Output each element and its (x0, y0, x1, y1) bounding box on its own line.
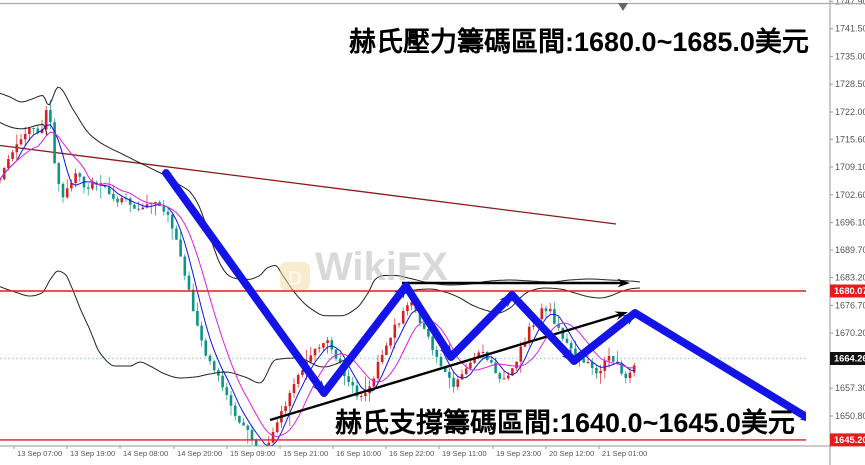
svg-text:16 Sep 22:00: 16 Sep 22:00 (389, 449, 434, 458)
svg-text:14 Sep 20:00: 14 Sep 20:00 (177, 449, 222, 458)
svg-text:13 Sep 19:00: 13 Sep 19:00 (70, 449, 115, 458)
svg-text:14 Sep 08:00: 14 Sep 08:00 (123, 449, 168, 458)
svg-text:21 Sep 01:00: 21 Sep 01:00 (602, 449, 647, 458)
svg-text:D: D (288, 268, 302, 290)
svg-text:16 Sep 10:00: 16 Sep 10:00 (336, 449, 381, 458)
svg-text:19 Sep 23:00: 19 Sep 23:00 (496, 449, 541, 458)
svg-text:1680.07: 1680.07 (834, 286, 865, 296)
svg-text:1702.60: 1702.60 (835, 190, 865, 200)
svg-text:15 Sep 09:00: 15 Sep 09:00 (230, 449, 275, 458)
svg-text:1689.70: 1689.70 (835, 245, 865, 255)
svg-text:赫氏支撐籌碼區間:1640.0~1645.0美元: 赫氏支撐籌碼區間:1640.0~1645.0美元 (335, 407, 795, 438)
svg-text:1650.80: 1650.80 (835, 411, 865, 421)
svg-text:1735.00: 1735.00 (835, 51, 865, 61)
svg-text:1722.00: 1722.00 (835, 107, 865, 117)
svg-text:13 Sep 07:00: 13 Sep 07:00 (17, 449, 62, 458)
svg-text:20 Sep 12:00: 20 Sep 12:00 (549, 449, 594, 458)
svg-text:1683.20: 1683.20 (835, 273, 865, 283)
svg-text:19 Sep 11:00: 19 Sep 11:00 (442, 449, 487, 458)
svg-text:1696.10: 1696.10 (835, 218, 865, 228)
svg-text:1728.50: 1728.50 (835, 79, 865, 89)
svg-text:1676.70: 1676.70 (835, 300, 865, 310)
svg-text:15 Sep 21:00: 15 Sep 21:00 (283, 449, 328, 458)
svg-text:1670.20: 1670.20 (835, 328, 865, 338)
svg-text:1657.30: 1657.30 (835, 383, 865, 393)
svg-text:1664.26: 1664.26 (834, 354, 865, 364)
svg-text:赫氏壓力籌碼區間:1680.0~1685.0美元: 赫氏壓力籌碼區間:1680.0~1685.0美元 (349, 26, 809, 57)
svg-text:1645.20: 1645.20 (834, 435, 865, 445)
svg-text:1741.50: 1741.50 (835, 24, 865, 34)
svg-text:1715.60: 1715.60 (835, 134, 865, 144)
svg-text:1709.10: 1709.10 (835, 162, 865, 172)
